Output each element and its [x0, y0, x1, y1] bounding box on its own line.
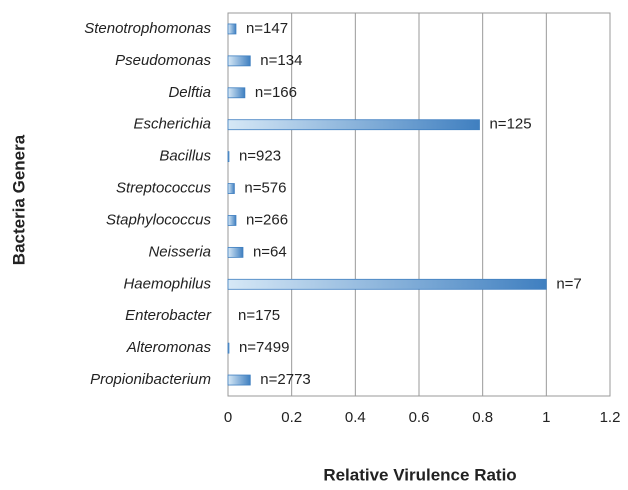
bar-label: n=125	[489, 116, 531, 133]
bar	[227, 374, 251, 386]
bar	[227, 342, 230, 354]
y-tick-label: Staphylococcus	[106, 211, 212, 228]
y-tick-label: Haemophilus	[123, 275, 211, 292]
bar	[227, 87, 246, 99]
bar-label: n=147	[246, 20, 288, 37]
x-tick-label: 1.2	[600, 409, 621, 426]
bar-label: n=7	[556, 275, 581, 292]
y-tick-label: Escherichia	[133, 116, 211, 133]
bar	[227, 278, 547, 290]
y-tick-label: Alteromonas	[126, 339, 212, 356]
bar-label: n=64	[253, 243, 287, 260]
x-tick-label: 0.6	[409, 409, 430, 426]
bar-label: n=166	[255, 84, 297, 101]
x-tick-label: 0.4	[345, 409, 366, 426]
bar	[227, 119, 480, 131]
bar	[227, 215, 237, 226]
x-tick-label: 0	[224, 409, 232, 426]
y-tick-label: Neisseria	[148, 243, 211, 260]
y-tick-label: Pseudomonas	[115, 52, 211, 69]
y-tick-label: Propionibacterium	[90, 371, 211, 388]
y-tick-label: Delftia	[168, 84, 211, 101]
bar-label: n=7499	[239, 339, 289, 356]
x-tick-label: 0.8	[472, 409, 493, 426]
y-tick-label: Bacillus	[159, 148, 211, 165]
bar-label: n=576	[244, 180, 286, 197]
bar	[227, 183, 235, 194]
y-axis-title: Bacteria Genera	[9, 134, 28, 265]
y-tick-label: Stenotrophomonas	[84, 20, 211, 37]
bar	[227, 23, 237, 35]
bar	[227, 55, 251, 67]
y-tick-label: Enterobacter	[125, 307, 212, 324]
x-tick-label: 1	[542, 409, 550, 426]
plot-frame	[227, 12, 611, 397]
bar-label: n=2773	[260, 371, 310, 388]
x-tick-label: 0.2	[281, 409, 302, 426]
bar	[227, 151, 230, 163]
y-tick-label: Streptococcus	[116, 180, 212, 197]
bar-label: n=175	[238, 307, 280, 324]
x-axis-title: Relative Virulence Ratio	[323, 465, 516, 484]
bar	[227, 246, 244, 258]
bar-label: n=134	[260, 52, 302, 69]
bar-label: n=923	[239, 148, 281, 165]
bar-label: n=266	[246, 211, 288, 228]
